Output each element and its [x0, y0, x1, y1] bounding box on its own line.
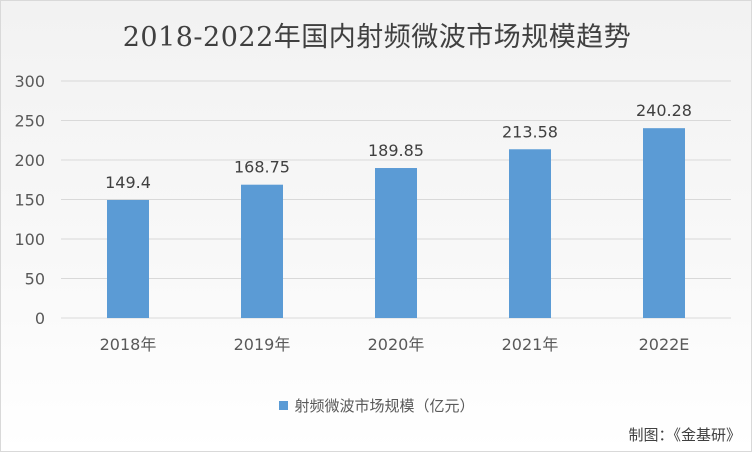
- legend-swatch: [279, 401, 289, 410]
- x-tick-label: 2019年: [234, 335, 291, 354]
- data-label: 189.85: [368, 141, 424, 160]
- y-tick-label: 50: [25, 270, 45, 289]
- y-tick-label: 200: [14, 151, 45, 170]
- bar: [107, 199, 149, 318]
- data-labels: 149.4 168.75 189.85 213.58 240.28: [105, 101, 692, 192]
- legend-label: 射频微波市场规模（亿元）: [294, 397, 475, 415]
- chart-title: 2018-2022年国内射频微波市场规模趋势: [122, 22, 632, 53]
- y-tick-label: 0: [35, 309, 45, 328]
- data-label: 149.4: [105, 173, 151, 192]
- bar: [509, 149, 551, 318]
- legend: 射频微波市场规模（亿元）: [1, 395, 751, 416]
- bars: [107, 128, 685, 318]
- y-tick-label: 100: [14, 230, 45, 249]
- data-label: 168.75: [234, 158, 290, 177]
- x-axis-ticks: 2018年 2019年 2020年 2021年 2022E: [100, 335, 690, 354]
- y-tick-label: 250: [14, 112, 45, 131]
- x-tick-label: 2020年: [368, 335, 425, 354]
- bar: [241, 184, 283, 318]
- data-label: 213.58: [502, 122, 558, 141]
- y-axis-ticks: 0 50 100 150 200 250 300: [14, 72, 45, 328]
- source-note: 制图：《金基研》: [628, 426, 741, 444]
- x-tick-label: 2018年: [100, 335, 157, 354]
- y-tick-label: 150: [14, 191, 45, 210]
- data-label: 240.28: [636, 101, 692, 120]
- x-tick-label: 2021年: [502, 335, 559, 354]
- bar: [375, 168, 417, 318]
- x-tick-label: 2022E: [639, 335, 690, 354]
- bar: [643, 128, 685, 318]
- y-tick-label: 300: [14, 72, 45, 91]
